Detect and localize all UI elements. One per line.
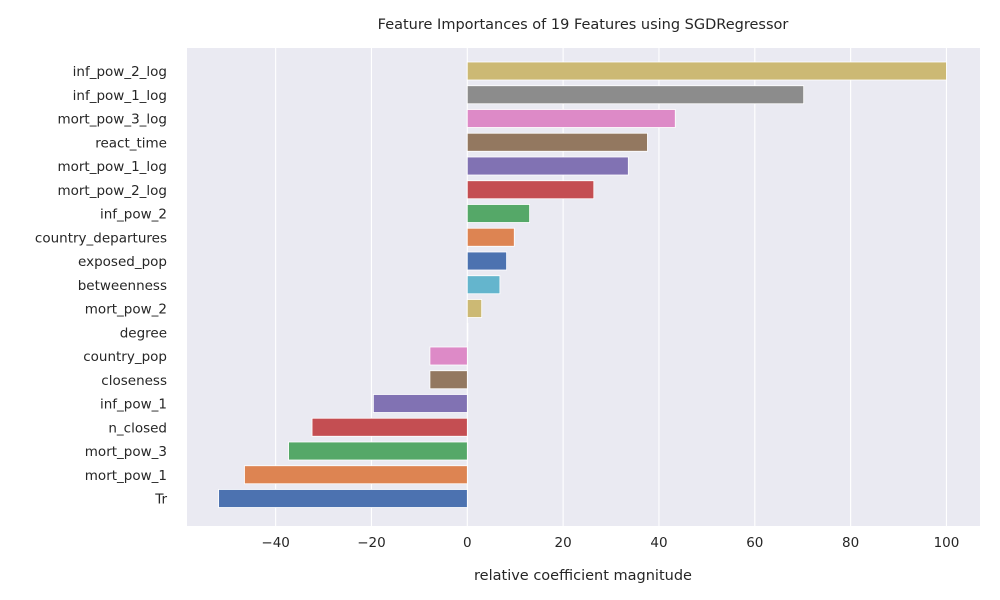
category-label: react_time bbox=[95, 135, 167, 151]
bar bbox=[466, 227, 515, 247]
category-label: mort_pow_2 bbox=[85, 302, 167, 318]
x-tick-label: 0 bbox=[463, 535, 472, 551]
category-label: closeness bbox=[101, 373, 167, 389]
x-tick-label: 80 bbox=[842, 535, 859, 551]
x-tick-label: 20 bbox=[555, 535, 572, 551]
bar bbox=[466, 132, 648, 152]
category-label: inf_pow_1_log bbox=[73, 88, 167, 104]
bar bbox=[466, 180, 595, 200]
x-tick-label: −40 bbox=[261, 535, 290, 551]
category-label: inf_pow_2 bbox=[100, 207, 167, 223]
bar bbox=[311, 417, 468, 437]
x-axis-label: relative coefficient magnitude bbox=[474, 568, 692, 584]
bar bbox=[244, 465, 468, 485]
category-label: betweenness bbox=[78, 278, 167, 294]
bar bbox=[466, 299, 483, 318]
category-label: country_pop bbox=[83, 349, 167, 365]
category-label: mort_pow_1_log bbox=[57, 159, 167, 175]
bar bbox=[429, 346, 468, 366]
bar bbox=[372, 394, 468, 413]
x-tick-label: 40 bbox=[650, 535, 667, 551]
bar bbox=[466, 322, 469, 342]
x-tick-label: 100 bbox=[934, 535, 960, 551]
bar bbox=[466, 109, 676, 128]
category-label: mort_pow_2_log bbox=[57, 183, 167, 199]
category-label: n_closed bbox=[108, 420, 167, 436]
bars bbox=[218, 61, 947, 508]
category-label: mort_pow_3 bbox=[85, 444, 167, 460]
bar bbox=[218, 489, 468, 508]
bar bbox=[466, 275, 501, 295]
category-label: inf_pow_1 bbox=[100, 397, 167, 413]
bar bbox=[429, 370, 468, 390]
bar bbox=[466, 204, 530, 223]
category-label: degree bbox=[120, 325, 167, 341]
chart-title: Feature Importances of 19 Features using… bbox=[378, 17, 789, 33]
x-tick-labels: −40 −20 0 20 40 60 80 100 bbox=[261, 535, 959, 551]
category-label: mort_pow_1 bbox=[85, 468, 167, 484]
category-label: mort_pow_3_log bbox=[57, 112, 167, 128]
category-labels: inf_pow_2_log inf_pow_1_log mort_pow_3_log… bbox=[35, 64, 168, 508]
x-tick-label: −20 bbox=[357, 535, 386, 551]
bar bbox=[466, 251, 507, 271]
category-label: inf_pow_2_log bbox=[73, 64, 167, 80]
category-label: country_departures bbox=[35, 230, 167, 246]
category-label: exposed_pop bbox=[78, 254, 167, 270]
x-tick-label: 60 bbox=[746, 535, 763, 551]
bar bbox=[288, 441, 468, 461]
category-label: Tr bbox=[154, 492, 167, 508]
bar bbox=[466, 61, 947, 81]
bar bbox=[466, 85, 805, 105]
bar bbox=[466, 156, 629, 176]
